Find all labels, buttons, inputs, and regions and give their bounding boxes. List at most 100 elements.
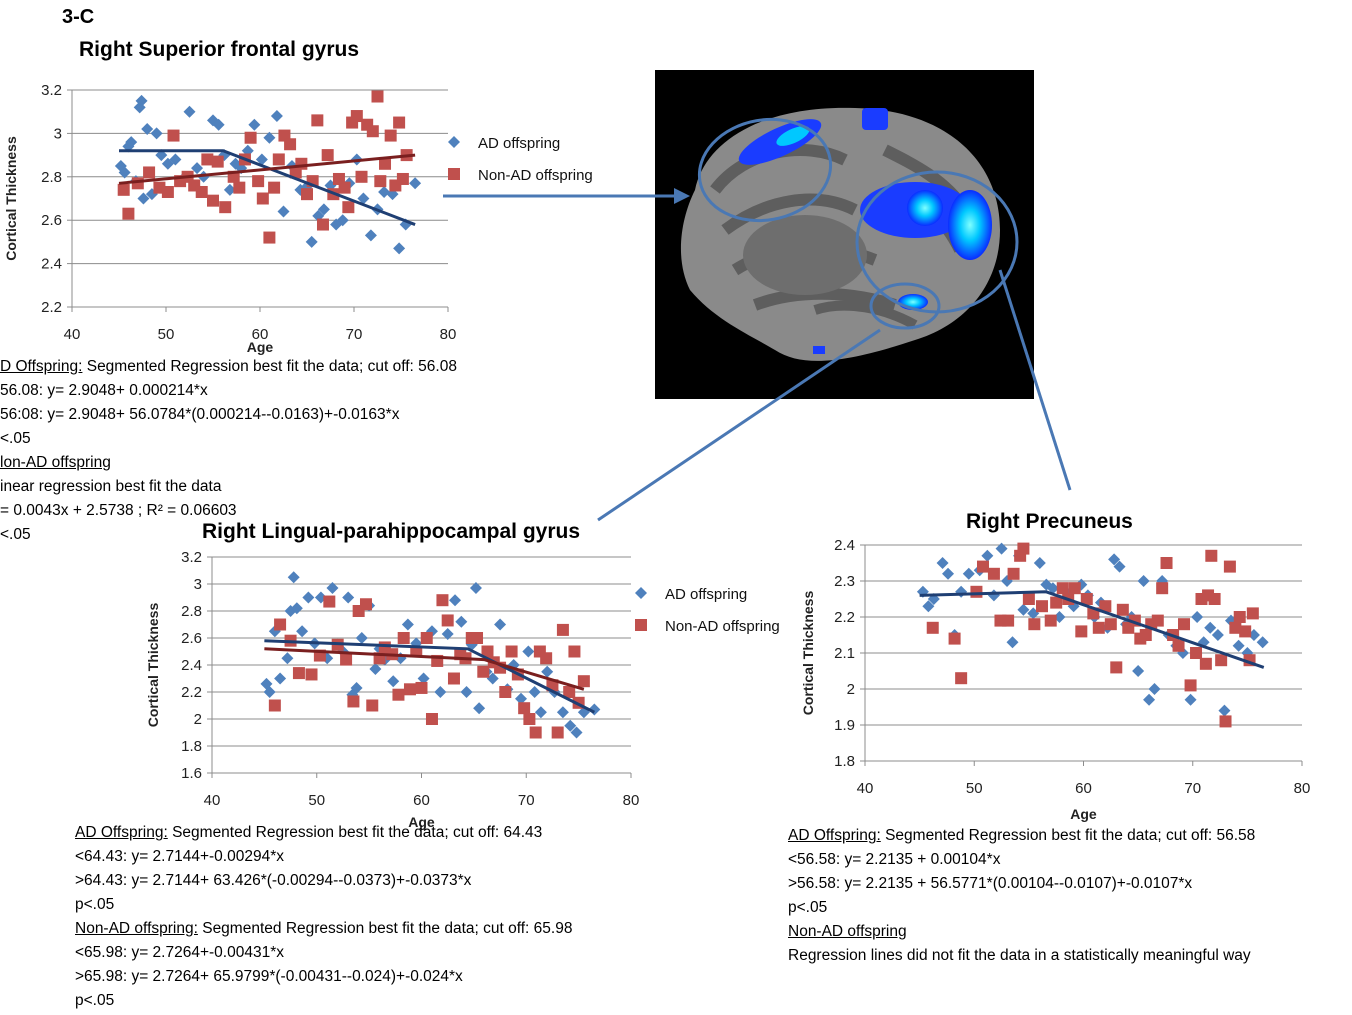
ad-point [528, 686, 541, 698]
x-axis-label: Age [1070, 806, 1097, 822]
nonad-point [301, 188, 313, 201]
note-text: p<.05 [75, 992, 115, 1009]
y-tick-label: 2.4 [834, 537, 855, 554]
nonad-point [1022, 593, 1035, 605]
note-text: >64.43: y= 2.7144+ 63.426*(-0.00294--0.0… [75, 872, 472, 889]
ad-point [588, 703, 601, 716]
nonad-point [347, 695, 360, 708]
note-heading: D Offspring: [0, 358, 83, 375]
precuneus-note-line: <56.58: y= 2.2135 + 0.00104*x [788, 848, 1255, 872]
legend-ad-label: AD offspring [665, 586, 747, 603]
ad-point [955, 585, 968, 598]
nonad-point [256, 192, 269, 205]
ad-point [409, 177, 422, 190]
y-tick-label: 2.6 [41, 212, 62, 229]
ad-point [1218, 704, 1231, 717]
ad-point [270, 110, 283, 123]
ad-point [981, 549, 994, 562]
nonad-point [529, 726, 542, 739]
note-text: Segmented Regression best fit the data; … [82, 358, 457, 375]
legend-ad-marker [635, 587, 647, 599]
series-ad-offspring [260, 571, 601, 739]
ad-point [191, 162, 204, 175]
x-tick-label: 70 [1184, 780, 1201, 797]
ad-point [441, 627, 454, 640]
nonad-point [359, 598, 372, 611]
y-axis-label: Cortical Thickness [800, 591, 816, 716]
nonad-point [143, 166, 156, 179]
y-tick-label: 2.2 [41, 299, 62, 316]
nonad-point [268, 699, 281, 712]
lingual-note-line: >64.43: y= 2.7144+ 63.426*(-0.00294--0.0… [75, 869, 572, 893]
ad-point [317, 203, 330, 216]
x-tick-label: 80 [623, 792, 640, 809]
y-tick-label: 2 [194, 711, 202, 728]
chart-title-superior: Right Superior frontal gyrus [79, 38, 360, 61]
superior-note-line: <.05 [0, 523, 457, 547]
nonad-point [447, 672, 460, 685]
ad-point [1191, 611, 1204, 623]
x-tick-label: 60 [252, 326, 269, 343]
ad-point [486, 672, 499, 685]
nonad-point [540, 652, 553, 665]
note-text: >65.98: y= 2.7264+ 65.9799*(-0.00431--0.… [75, 968, 463, 985]
ad-point [1046, 582, 1059, 595]
note-text: >56.58: y= 2.2135 + 56.5771*(0.00104--0.… [788, 875, 1193, 892]
y-tick-label: 2.4 [181, 657, 202, 674]
ad-point [936, 557, 949, 569]
y-tick-label: 1.9 [834, 717, 855, 734]
notes-precuneus: AD Offspring: Segmented Regression best … [788, 824, 1255, 968]
note-text: <.05 [0, 526, 31, 543]
note-text: p<.05 [788, 899, 828, 916]
ad-point [1184, 693, 1197, 706]
nonad-point [244, 131, 257, 144]
note-text: <.05 [0, 430, 31, 447]
ad-point [255, 153, 268, 166]
nonad-point [1104, 618, 1117, 631]
ad-point [1176, 647, 1189, 659]
note-heading: AD Offspring: [75, 824, 168, 841]
ad-point [1001, 575, 1014, 587]
note-text: <65.98: y= 2.7264+-0.00431*x [75, 944, 284, 961]
legend-nonad-marker [448, 168, 460, 180]
ad-point [942, 567, 955, 580]
nonad-point [1007, 567, 1020, 580]
ad-point [1204, 621, 1217, 634]
arrow-precuneus [998, 269, 1072, 491]
nonad-fit-line [264, 647, 585, 691]
note-heading: lon-AD offspring [0, 454, 111, 471]
note-heading: Non-AD offspring: [75, 920, 198, 937]
nonad-point [355, 170, 368, 183]
nonad-point [1172, 639, 1185, 652]
y-tick-label: 2.2 [834, 609, 855, 626]
nonad-point [1075, 625, 1088, 638]
lingual-note-line: p<.05 [75, 989, 572, 1013]
nonad-point [436, 594, 449, 607]
nonad-point [393, 116, 406, 129]
note-text: p<.05 [75, 896, 115, 913]
ad-point [962, 567, 975, 580]
lingual-note-line: Non-AD offspring: Segmented Regression b… [75, 917, 572, 941]
nonad-point [233, 181, 246, 194]
cortex-illustration [680, 107, 1019, 361]
nonad-point [987, 567, 1000, 580]
superior-note-line: <.05 [0, 427, 457, 451]
y-axis: 1.6 1.8 2 2.2 2.4 2.6 2.8 3 3.2 [181, 549, 631, 782]
nonad-point [551, 726, 564, 739]
ad-point [281, 652, 294, 665]
notes-lingual: AD Offspring: Segmented Regression best … [75, 821, 572, 1013]
nonad-point [1050, 596, 1063, 609]
nonad-point [1044, 614, 1057, 627]
notes-superior: D Offspring: Segmented Regression best f… [0, 355, 457, 547]
ad-point [541, 665, 554, 678]
nonad-point [970, 585, 983, 598]
chart-superior: 2.2 2.4 2.6 2.8 3 3.2 40 50 60 70 80 Age Cortical Th… [3, 82, 593, 355]
nonad-point [195, 185, 208, 198]
y-tick-label: 2.4 [41, 256, 62, 273]
nonad-point [523, 713, 536, 725]
ad-point [135, 94, 148, 107]
y-tick-label: 2.1 [834, 645, 855, 662]
ad-point [241, 144, 254, 157]
nonad-point [1219, 715, 1232, 728]
y-tick-label: 1.8 [834, 753, 855, 770]
